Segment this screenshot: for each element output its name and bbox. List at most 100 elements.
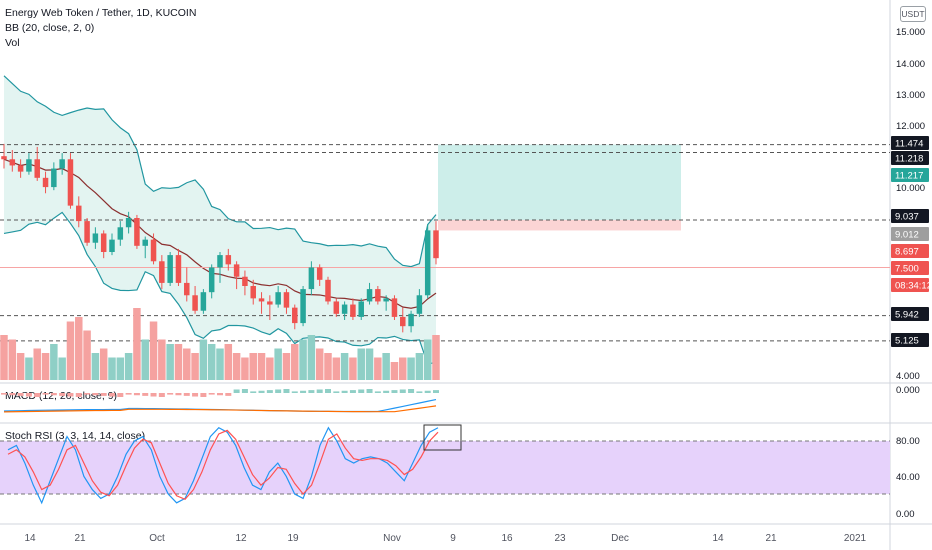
price-tag[interactable] [891,136,929,150]
candle[interactable] [400,316,406,327]
time-axis-tick: 19 [287,533,299,544]
candle[interactable] [225,255,232,265]
time-axis-tick: 23 [554,533,566,544]
price-tag[interactable] [891,151,929,165]
candle[interactable] [192,295,198,311]
candle[interactable] [167,255,173,283]
candle[interactable] [316,267,323,280]
candle[interactable] [109,239,115,252]
candle[interactable] [350,304,356,317]
candle[interactable] [84,221,90,243]
macd-histogram-bar [225,393,232,396]
candle[interactable] [300,289,306,324]
candle[interactable] [308,267,315,290]
candle[interactable] [391,298,398,317]
candle[interactable] [51,168,57,188]
candle[interactable] [433,230,439,259]
volume-bar [66,321,75,380]
price-tag[interactable] [891,261,929,275]
candle[interactable] [283,292,290,308]
volume-bar [324,353,332,380]
macd-histogram-bar [92,393,99,396]
candle[interactable] [258,298,265,302]
candle[interactable] [375,289,381,302]
candle[interactable] [100,233,107,252]
macd-histogram-bar [275,389,282,393]
candle[interactable] [1,156,7,160]
candle[interactable] [9,159,16,166]
volume-bar [374,357,382,380]
candle[interactable] [358,301,364,317]
macd-histogram-bar [117,393,124,397]
candle[interactable] [250,286,256,299]
time-axis-tick: 21 [74,533,86,544]
candle[interactable] [208,267,215,293]
candle[interactable] [26,159,32,172]
candle[interactable] [366,289,373,302]
candle[interactable] [159,261,165,283]
time-axis-tick: 14 [712,533,724,544]
candle[interactable] [200,292,207,311]
price-tag-label: 5.942 [895,310,919,321]
candle[interactable] [333,301,340,314]
candle[interactable] [59,159,65,169]
candle[interactable] [267,301,273,305]
candle[interactable] [217,255,223,268]
candle[interactable] [92,233,99,243]
macd-histogram-bar [349,390,356,393]
price-tag[interactable] [891,244,929,258]
candle[interactable] [408,313,414,327]
price-tag[interactable] [891,333,929,347]
candle[interactable] [325,279,331,302]
time-axis-tick: Dec [611,533,629,544]
volume-bar [382,353,390,380]
candle[interactable] [17,165,24,172]
candle[interactable] [34,159,40,178]
time-axis-tick: Oct [149,533,165,544]
candle[interactable] [125,218,132,228]
candle[interactable] [184,282,190,296]
candle[interactable] [416,295,423,314]
candle[interactable] [42,177,49,188]
macd-histogram-bar [366,389,373,393]
candle[interactable] [134,218,140,246]
price-tag[interactable] [891,278,929,292]
candle[interactable] [150,239,157,262]
price-tag[interactable] [891,227,929,241]
candle[interactable] [341,304,348,314]
stop-zone[interactable] [438,219,681,231]
time-axis-tick: Nov [383,533,401,544]
candle[interactable] [242,276,248,286]
macd-signal-line [3,405,437,413]
macd-histogram-bar [100,393,107,396]
candle[interactable] [292,307,298,324]
candle[interactable] [175,255,182,283]
candle[interactable] [76,205,82,222]
candle[interactable] [275,292,281,305]
price-tag[interactable] [891,307,929,321]
candle[interactable] [67,159,74,206]
currency-button[interactable]: USDT [900,6,926,22]
candle[interactable] [383,298,389,302]
macd-histogram-bar [283,389,290,393]
bb-indicator-label[interactable]: BB (20, close, 2, 0) [5,22,95,34]
candle[interactable] [424,230,431,296]
candle[interactable] [142,239,148,246]
annotation-box[interactable] [423,424,462,451]
candle[interactable] [117,227,124,240]
stoch-indicator-label[interactable]: Stoch RSI (3, 3, 14, 14, close) [5,430,146,442]
volume-bar [407,357,415,380]
price-tag[interactable] [891,168,929,182]
price-tag-label: 8.697 [895,247,919,258]
price-tag[interactable] [891,209,929,223]
target-zone[interactable] [438,144,681,220]
macd-histogram-bar [391,390,398,393]
candle[interactable] [233,264,240,277]
vol-indicator-label[interactable]: Vol [5,37,20,49]
volume-bar [108,357,116,380]
macd-histogram-bar [241,389,248,393]
price-axis-tick: 12.000 [896,121,925,132]
price-tag-label: 11.218 [895,154,923,165]
volume-bar [124,353,133,380]
